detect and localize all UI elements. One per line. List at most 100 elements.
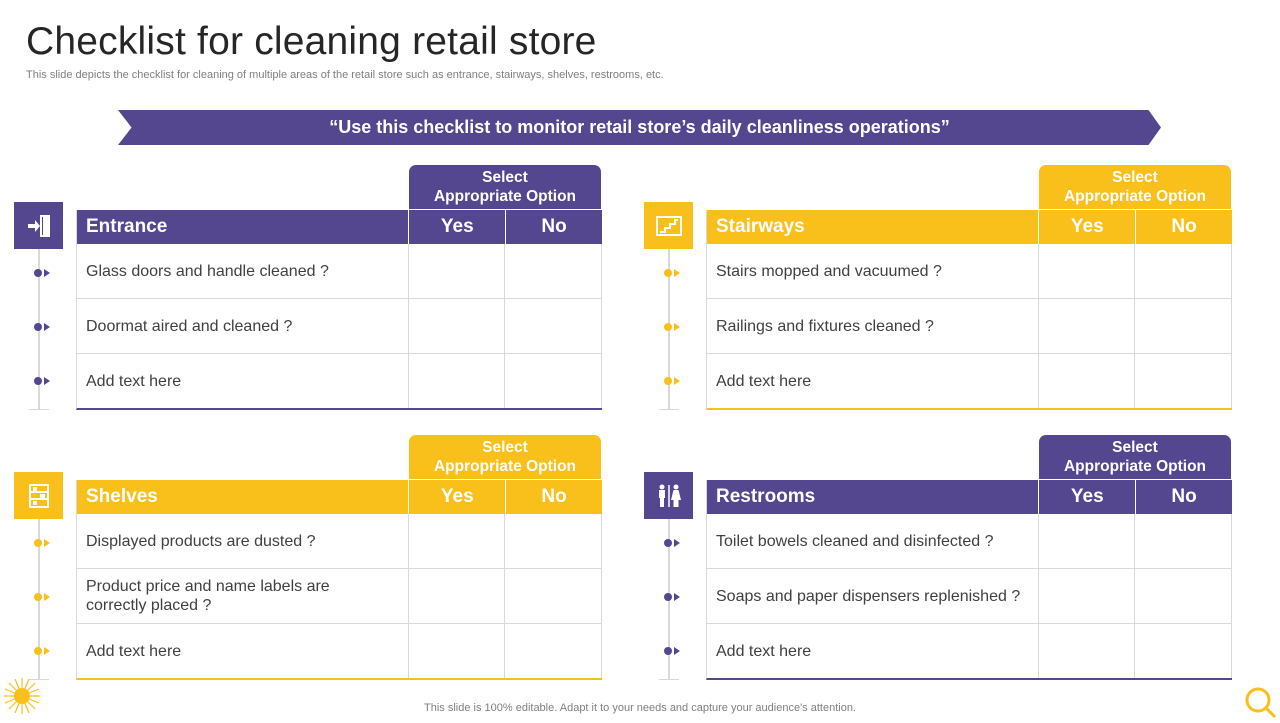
section-restrooms: Select Appropriate Option Restrooms Yes … bbox=[644, 435, 1261, 685]
no-cell[interactable] bbox=[1135, 569, 1232, 623]
yes-cell[interactable] bbox=[409, 514, 506, 568]
timeline-foot bbox=[659, 679, 679, 680]
search-icon[interactable] bbox=[1244, 686, 1277, 723]
bullet-icon bbox=[34, 322, 54, 332]
door-exit-icon bbox=[14, 202, 63, 249]
yes-cell[interactable] bbox=[409, 354, 506, 408]
item-label: Add text here bbox=[707, 354, 1039, 408]
timeline-foot bbox=[29, 409, 49, 410]
footer-note: This slide is 100% editable. Adapt it to… bbox=[424, 702, 856, 714]
item-label: Glass doors and handle cleaned ? bbox=[77, 244, 409, 298]
bullet-icon bbox=[664, 538, 684, 548]
no-cell[interactable] bbox=[505, 244, 602, 298]
bullet-icon bbox=[34, 646, 54, 656]
bullet-icon bbox=[664, 646, 684, 656]
yes-cell[interactable] bbox=[1039, 299, 1136, 353]
item-label: Add text here bbox=[77, 624, 409, 678]
table-row: Add text here bbox=[707, 354, 1232, 408]
page-title: Checklist for cleaning retail store bbox=[26, 20, 597, 63]
table-row: Product price and name labels are correc… bbox=[77, 569, 602, 624]
no-header: No bbox=[541, 216, 567, 237]
item-label: Add text here bbox=[77, 354, 409, 408]
item-label: Railings and fixtures cleaned ? bbox=[707, 299, 1039, 353]
bullet-icon bbox=[34, 268, 54, 278]
item-label: Displayed products are dusted ? bbox=[77, 514, 409, 568]
select-line2: Appropriate Option bbox=[1063, 458, 1207, 475]
no-header: No bbox=[1171, 216, 1197, 237]
section-heading: Restrooms bbox=[707, 480, 1040, 514]
no-cell[interactable] bbox=[1135, 624, 1232, 678]
no-cell[interactable] bbox=[1135, 354, 1232, 408]
select-line1: Select bbox=[1112, 439, 1158, 456]
section-heading: Shelves bbox=[77, 480, 410, 514]
no-header: No bbox=[1171, 486, 1197, 507]
section-heading: Stairways bbox=[707, 210, 1040, 244]
yes-header: Yes bbox=[1039, 210, 1137, 244]
yes-cell[interactable] bbox=[409, 244, 506, 298]
banner-text: “Use this checklist to monitor retail st… bbox=[329, 117, 950, 137]
select-line1: Select bbox=[482, 169, 528, 186]
bullet-icon bbox=[664, 268, 684, 278]
yes-cell[interactable] bbox=[1039, 244, 1136, 298]
table-row: Railings and fixtures cleaned ? bbox=[707, 299, 1232, 354]
no-header: No bbox=[541, 486, 567, 507]
item-label: Product price and name labels are correc… bbox=[77, 569, 409, 623]
no-cell[interactable] bbox=[1135, 244, 1232, 298]
banner: “Use this checklist to monitor retail st… bbox=[118, 110, 1161, 145]
table-header: Shelves Yes No bbox=[77, 480, 602, 514]
yes-cell[interactable] bbox=[409, 624, 506, 678]
select-option-header: Select Appropriate Option bbox=[409, 435, 601, 479]
bullet-icon bbox=[34, 376, 54, 386]
yes-cell[interactable] bbox=[409, 299, 506, 353]
table-row: Glass doors and handle cleaned ? bbox=[77, 244, 602, 299]
yes-header: Yes bbox=[409, 210, 507, 244]
no-cell[interactable] bbox=[505, 299, 602, 353]
select-option-header: Select Appropriate Option bbox=[409, 165, 601, 209]
section-heading: Entrance bbox=[77, 210, 410, 244]
item-label: Toilet bowels cleaned and disinfected ? bbox=[707, 514, 1039, 568]
yes-cell[interactable] bbox=[409, 569, 506, 623]
yes-cell[interactable] bbox=[1039, 354, 1136, 408]
restroom-icon bbox=[644, 472, 693, 519]
timeline-foot bbox=[659, 409, 679, 410]
item-label: Soaps and paper dispensers replenished ? bbox=[707, 569, 1039, 623]
table-row: Doormat aired and cleaned ? bbox=[77, 299, 602, 354]
no-cell[interactable] bbox=[505, 624, 602, 678]
table-row: Soaps and paper dispensers replenished ? bbox=[707, 569, 1232, 624]
bullet-icon bbox=[34, 538, 54, 548]
checklist-table: Stairways Yes No Stairs mopped and vacuu… bbox=[706, 210, 1232, 410]
table-row: Displayed products are dusted ? bbox=[77, 514, 602, 569]
table-header: Stairways Yes No bbox=[707, 210, 1232, 244]
table-header: Restrooms Yes No bbox=[707, 480, 1232, 514]
sun-icon bbox=[2, 676, 42, 721]
section-stairways: Select Appropriate Option Stairways Yes … bbox=[644, 165, 1261, 415]
table-row: Add text here bbox=[77, 354, 602, 408]
shelf-icon bbox=[14, 472, 63, 519]
bullet-icon bbox=[34, 592, 54, 602]
table-row: Add text here bbox=[77, 624, 602, 678]
select-line1: Select bbox=[482, 439, 528, 456]
no-cell[interactable] bbox=[505, 569, 602, 623]
item-label: Stairs mopped and vacuumed ? bbox=[707, 244, 1039, 298]
no-cell[interactable] bbox=[1135, 514, 1232, 568]
no-cell[interactable] bbox=[505, 354, 602, 408]
checklist-table: Shelves Yes No Displayed products are du… bbox=[76, 480, 602, 680]
bullet-icon bbox=[664, 376, 684, 386]
yes-cell[interactable] bbox=[1039, 624, 1136, 678]
select-option-header: Select Appropriate Option bbox=[1039, 165, 1231, 209]
select-line1: Select bbox=[1112, 169, 1158, 186]
no-cell[interactable] bbox=[1135, 299, 1232, 353]
table-header: Entrance Yes No bbox=[77, 210, 602, 244]
yes-cell[interactable] bbox=[1039, 514, 1136, 568]
bullet-icon bbox=[664, 592, 684, 602]
checklist-table: Restrooms Yes No Toilet bowels cleaned a… bbox=[706, 480, 1232, 680]
no-cell[interactable] bbox=[505, 514, 602, 568]
section-entrance: Select Appropriate Option Entrance Yes N… bbox=[14, 165, 631, 415]
table-row: Add text here bbox=[707, 624, 1232, 678]
checklist-table: Entrance Yes No Glass doors and handle c… bbox=[76, 210, 602, 410]
yes-cell[interactable] bbox=[1039, 569, 1136, 623]
yes-header: Yes bbox=[409, 480, 507, 514]
select-line2: Appropriate Option bbox=[1063, 188, 1207, 205]
select-line2: Appropriate Option bbox=[433, 458, 577, 475]
bullet-icon bbox=[664, 322, 684, 332]
